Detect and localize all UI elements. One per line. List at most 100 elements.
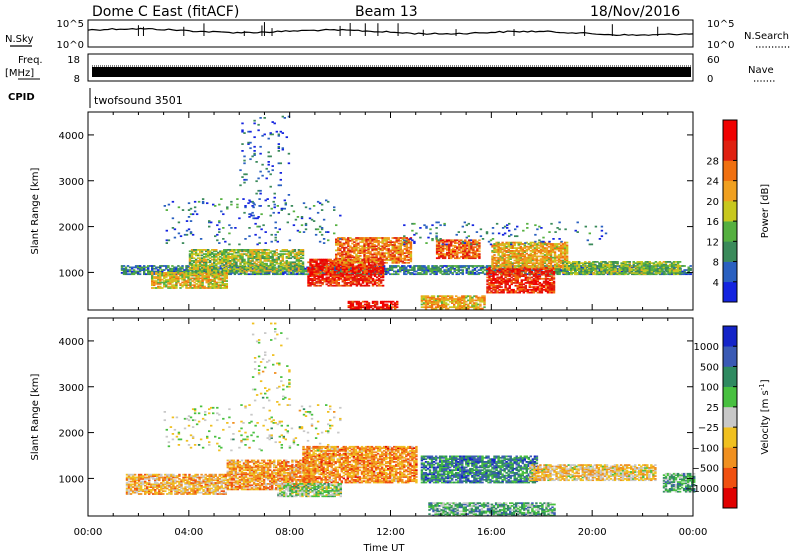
range-cell <box>175 276 178 278</box>
range-cell <box>274 273 277 276</box>
range-cell <box>683 272 686 274</box>
range-cell <box>309 275 312 277</box>
range-cell <box>241 268 244 271</box>
range-cell <box>198 262 202 265</box>
range-cell <box>223 285 227 288</box>
range-cell <box>189 274 192 277</box>
range-cell <box>411 267 414 270</box>
range-cell <box>345 273 349 276</box>
range-cell <box>215 258 218 261</box>
range-cell <box>185 272 188 274</box>
range-cell <box>177 281 180 284</box>
range-cell <box>311 280 314 283</box>
range-cell <box>339 272 343 275</box>
range-cell <box>231 264 234 266</box>
range-cell <box>263 257 266 260</box>
range-cell <box>396 300 399 303</box>
range-cell <box>493 262 496 265</box>
range-cell <box>207 276 210 278</box>
range-cell <box>505 250 508 252</box>
range-cell <box>564 273 567 276</box>
range-cell <box>355 276 359 279</box>
range-cell <box>257 271 260 273</box>
range-cell <box>257 272 261 274</box>
range-cell <box>209 271 212 273</box>
range-cell <box>311 271 314 273</box>
range-cell <box>255 271 258 273</box>
range-cell <box>213 255 216 258</box>
range-cell <box>269 262 272 265</box>
range-cell <box>447 265 450 267</box>
range-cell <box>562 273 565 276</box>
range-cell <box>475 265 479 267</box>
range-cell <box>247 249 250 251</box>
range-cell <box>273 258 276 261</box>
range-cell <box>235 258 238 261</box>
range-cell <box>359 277 363 280</box>
range-cell <box>196 269 200 272</box>
range-cell <box>331 260 334 262</box>
range-cell <box>188 268 192 271</box>
range-cell <box>280 272 283 274</box>
range-cell <box>215 272 219 274</box>
range-cell <box>284 272 287 274</box>
range-cell <box>261 268 264 271</box>
range-cell <box>219 267 223 270</box>
range-cell <box>239 273 243 276</box>
range-cell <box>122 269 126 271</box>
range-cell <box>409 272 412 274</box>
range-cell <box>263 269 266 272</box>
nsky-label: N.Sky <box>5 34 33 45</box>
range-cell <box>187 278 190 281</box>
range-cell <box>340 270 344 273</box>
range-cell <box>618 266 622 269</box>
range-cell <box>351 283 355 286</box>
range-cell <box>347 276 351 279</box>
range-cell <box>209 283 212 285</box>
range-cell <box>689 273 692 276</box>
range-cell <box>323 279 326 282</box>
range-cell <box>243 268 246 271</box>
range-cell <box>249 270 253 273</box>
range-cell <box>187 287 190 289</box>
range-cell <box>229 257 232 260</box>
range-cell <box>362 273 366 276</box>
range-cell <box>516 284 519 287</box>
range-cell <box>221 278 225 281</box>
range-cell <box>203 278 206 281</box>
range-cell <box>157 283 160 285</box>
range-cell <box>233 254 236 257</box>
range-cell <box>241 271 244 273</box>
range-cell <box>433 270 436 273</box>
range-cell <box>353 272 357 275</box>
range-cell <box>235 249 238 251</box>
range-cell <box>259 249 262 251</box>
range-cell <box>205 253 208 255</box>
range-cell <box>227 273 231 276</box>
station-title: Dome C East (fitACF) <box>92 4 239 20</box>
range-cell <box>443 272 446 274</box>
range-cell <box>188 257 192 260</box>
range-cell <box>685 272 688 274</box>
range-cell <box>447 273 450 276</box>
range-cell <box>167 283 170 285</box>
range-cell <box>355 277 359 280</box>
range-cell <box>321 283 324 286</box>
range-cell <box>325 276 328 279</box>
range-cell <box>353 275 357 277</box>
range-cell <box>435 266 438 269</box>
range-cell <box>188 266 192 269</box>
range-cell <box>427 265 430 267</box>
range-cell <box>306 273 309 276</box>
range-cell <box>221 257 224 260</box>
range-cell <box>223 254 226 257</box>
range-cell <box>259 258 262 261</box>
range-cell <box>143 269 146 271</box>
range-cell <box>227 261 230 264</box>
range-cell <box>311 258 314 261</box>
range-cell <box>301 250 305 253</box>
range-cell <box>358 272 362 274</box>
range-cell <box>493 269 497 271</box>
range-cell <box>239 254 242 257</box>
range-cell <box>633 265 636 267</box>
